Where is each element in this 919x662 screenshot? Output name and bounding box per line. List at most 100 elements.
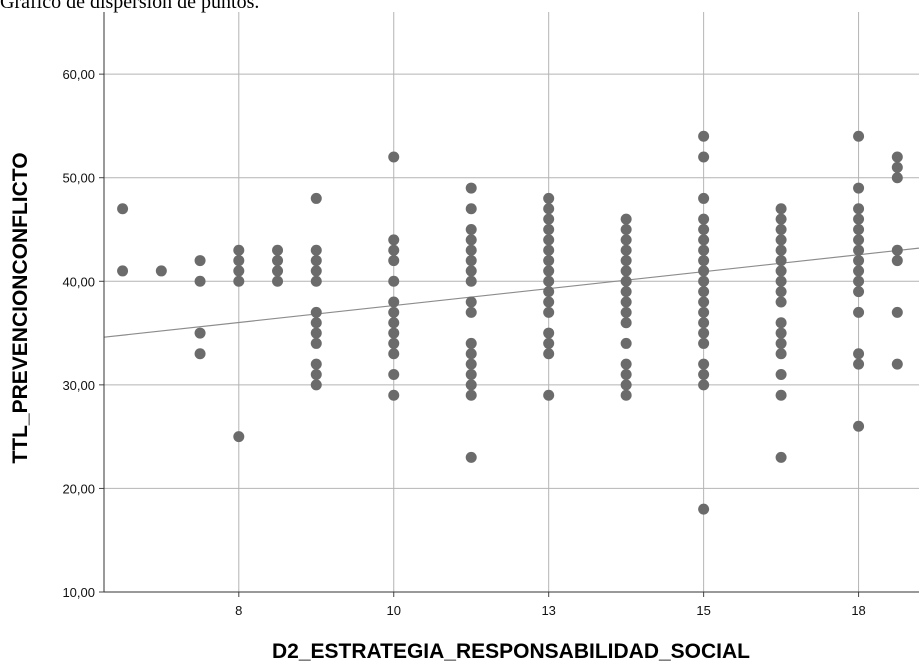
data-point [310, 358, 322, 370]
data-point [775, 234, 787, 246]
data-point [310, 327, 322, 339]
data-point [388, 369, 400, 380]
y-tick-label: 60,00 [62, 67, 95, 82]
data-point [465, 369, 477, 380]
data-point [310, 192, 322, 204]
data-point [620, 234, 632, 246]
data-point [775, 255, 787, 267]
data-point [891, 244, 903, 256]
data-point [698, 275, 710, 287]
data-point [853, 203, 865, 215]
data-point [465, 224, 477, 235]
data-point [853, 265, 865, 277]
data-point [310, 337, 322, 349]
data-point [194, 275, 206, 287]
data-point [310, 306, 322, 318]
data-point [388, 348, 400, 360]
data-point [775, 275, 787, 287]
data-point [310, 317, 322, 329]
data-point [775, 451, 787, 463]
data-point [233, 431, 245, 443]
data-point [272, 265, 284, 277]
y-axis-title: TTL_PREVENCIONCONFLICTO [9, 152, 32, 463]
data-point [388, 317, 400, 329]
data-point [891, 358, 903, 370]
data-point [775, 369, 787, 380]
data-point [853, 255, 865, 267]
grid-lines [104, 12, 919, 592]
data-point [853, 275, 865, 287]
data-point [775, 389, 787, 401]
data-point [620, 296, 632, 308]
data-point [775, 348, 787, 360]
figure-caption: Gráfico de dispersión de puntos. [0, 0, 260, 13]
data-point [465, 255, 477, 267]
data-point [891, 172, 903, 184]
data-point [310, 369, 322, 380]
data-point [388, 275, 400, 287]
data-point [543, 286, 555, 298]
data-point [310, 255, 322, 267]
y-tick-label: 20,00 [62, 481, 95, 496]
data-point [388, 234, 400, 246]
data-point [698, 151, 710, 163]
data-point [698, 286, 710, 298]
data-point [388, 244, 400, 256]
data-point [310, 275, 322, 287]
data-point [698, 337, 710, 349]
data-point [117, 265, 129, 277]
data-point [465, 451, 477, 463]
data-point [698, 369, 710, 380]
data-point [698, 358, 710, 370]
data-point [891, 306, 903, 318]
data-point [465, 182, 477, 194]
data-point [853, 358, 865, 370]
x-tick-label: 13 [541, 603, 555, 618]
data-point [272, 275, 284, 287]
data-point [543, 234, 555, 246]
data-point [620, 306, 632, 318]
data-point [620, 244, 632, 256]
data-point [194, 327, 206, 339]
data-point [388, 327, 400, 339]
y-tick-label: 50,00 [62, 171, 95, 186]
data-point [543, 192, 555, 204]
data-point [698, 317, 710, 329]
data-point [388, 389, 400, 401]
data-point [698, 265, 710, 277]
data-point [310, 379, 322, 391]
data-point [620, 379, 632, 391]
data-point [775, 317, 787, 329]
data-point [233, 244, 245, 256]
data-point [620, 224, 632, 235]
data-point [620, 286, 632, 298]
data-point [775, 224, 787, 235]
data-point [775, 244, 787, 256]
y-tick-label: 40,00 [62, 274, 95, 289]
data-point [853, 224, 865, 235]
fit-line-group [103, 247, 919, 338]
data-point [853, 348, 865, 360]
data-point [853, 182, 865, 194]
data-point [620, 337, 632, 349]
data-point [698, 379, 710, 391]
data-point [853, 420, 865, 432]
data-point [698, 130, 710, 142]
data-point [233, 265, 245, 277]
data-point [891, 255, 903, 267]
data-point [620, 255, 632, 267]
data-point [891, 161, 903, 173]
data-point [388, 151, 400, 163]
data-point [543, 327, 555, 339]
plot-frame [99, 12, 919, 597]
data-point [853, 213, 865, 225]
data-point [310, 244, 322, 256]
data-point [620, 358, 632, 370]
data-point [775, 286, 787, 298]
data-point [775, 213, 787, 225]
x-tick-label: 10 [387, 603, 401, 618]
data-point [853, 306, 865, 318]
data-point [465, 358, 477, 370]
data-point [698, 213, 710, 225]
